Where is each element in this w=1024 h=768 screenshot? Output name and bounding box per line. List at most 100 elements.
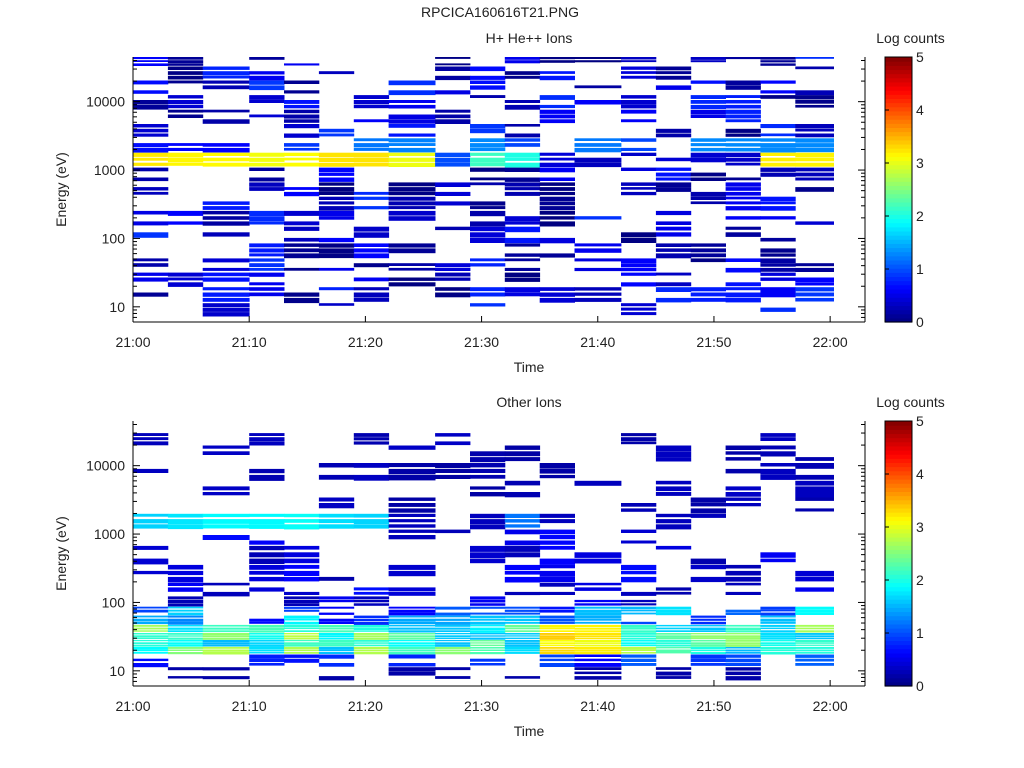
heatmap-cell — [353, 618, 390, 622]
heatmap-cell — [795, 221, 834, 225]
heatmap-cell — [690, 644, 726, 647]
heatmap-cell — [167, 80, 204, 84]
heatmap-cell — [249, 258, 285, 262]
heatmap-cell — [133, 60, 169, 62]
heatmap-cell — [353, 649, 390, 652]
heatmap-cell — [795, 646, 834, 649]
heatmap-cell — [133, 63, 169, 66]
heatmap-cell — [388, 667, 436, 672]
heatmap-cell — [353, 474, 390, 481]
heatmap-cell — [353, 263, 390, 268]
heatmap-cell — [539, 237, 575, 244]
colorbar-swatch — [885, 297, 912, 302]
heatmap-cell — [353, 644, 390, 647]
heatmap-cell — [539, 627, 575, 630]
heatmap-cell — [690, 627, 726, 631]
heatmap-cell — [690, 635, 726, 638]
heatmap-cell — [435, 621, 471, 625]
heatmap-cell — [284, 615, 320, 619]
heatmap-cell — [470, 80, 506, 84]
heatmap-cell — [284, 237, 320, 242]
heatmap-cell — [621, 57, 657, 60]
heatmap-cell — [249, 545, 285, 551]
heatmap-cell — [621, 508, 657, 512]
colorbar-swatch — [885, 681, 912, 687]
colorbar-tick-label: 2 — [916, 208, 924, 224]
heatmap-cell — [655, 642, 692, 645]
heatmap-cell — [690, 138, 726, 142]
heatmap-cell — [133, 292, 169, 297]
colorbar-swatch — [885, 541, 912, 546]
colorbar-swatch — [885, 168, 912, 174]
heatmap-cell — [353, 587, 390, 591]
heatmap-cell — [318, 303, 355, 306]
heatmap-cell — [655, 627, 692, 630]
heatmap-cell — [690, 248, 726, 253]
heatmap-cell — [470, 287, 506, 292]
heatmap-cell — [133, 441, 169, 446]
heatmap-cell — [725, 80, 761, 86]
heatmap-cell — [167, 642, 204, 645]
colorbar-swatch — [885, 632, 912, 637]
heatmap-cell — [318, 133, 355, 137]
heatmap-cell — [470, 292, 506, 297]
heatmap-cell — [353, 639, 390, 642]
colorbar-swatch — [885, 317, 912, 323]
heatmap-cell — [249, 221, 285, 225]
heatmap-cell — [539, 206, 575, 211]
heatmap-cell — [725, 143, 761, 147]
heatmap-cell — [504, 652, 541, 654]
heatmap-cell — [167, 624, 204, 627]
heatmap-cell — [353, 624, 390, 628]
heatmap-cell — [690, 109, 726, 115]
colorbar-swatch — [885, 177, 912, 182]
heatmap-cell — [318, 642, 355, 645]
heatmap-cell — [353, 253, 390, 259]
heatmap-cell — [504, 182, 541, 187]
colorbar-swatch — [885, 65, 912, 71]
colorbar-swatch — [885, 491, 912, 497]
colorbar-tick-label: 5 — [916, 413, 924, 429]
heatmap-cell — [318, 287, 355, 291]
heatmap-cell — [655, 297, 692, 303]
heatmap-cell — [388, 162, 436, 167]
heatmap-cell — [621, 639, 657, 642]
heatmap-cell — [621, 272, 657, 276]
heatmap-cell — [167, 637, 204, 640]
heatmap-cell — [353, 615, 390, 618]
heatmap-cell — [388, 639, 436, 642]
heatmap-cell — [353, 143, 390, 148]
heatmap-cell — [621, 100, 657, 105]
heatmap-cell — [655, 253, 692, 259]
colorbar-swatch — [885, 197, 912, 203]
heatmap-cell — [249, 167, 285, 171]
heatmap-cell — [353, 292, 390, 298]
colorbar-swatch — [885, 61, 912, 66]
heatmap-cell — [539, 104, 575, 109]
heatmap-cell — [435, 624, 471, 627]
colorbar-swatch — [885, 98, 912, 104]
heatmap-cell — [318, 637, 355, 640]
heatmap-cell — [284, 243, 320, 247]
colorbar-swatch — [885, 127, 912, 133]
colorbar-swatch — [885, 454, 912, 459]
heatmap-cell — [470, 637, 506, 640]
heatmap-cell — [470, 519, 506, 524]
heatmap-cell — [167, 282, 204, 287]
heatmap-cell — [655, 587, 692, 591]
heatmap-cell — [318, 463, 355, 468]
heatmap-cell — [621, 649, 657, 652]
heatmap-cell — [284, 639, 320, 642]
heatmap-cell — [202, 646, 250, 649]
heatmap-cell — [202, 676, 250, 680]
heatmap-cell — [690, 143, 726, 147]
heatmap-cell — [690, 253, 726, 258]
colorbar-swatch — [885, 259, 912, 265]
heatmap-cell — [167, 513, 204, 518]
heatmap-cell — [435, 618, 471, 621]
heatmap-cell — [795, 157, 834, 162]
heatmap-cell — [725, 468, 761, 474]
colorbar-swatch — [885, 619, 912, 625]
heatmap-cell — [284, 253, 320, 259]
